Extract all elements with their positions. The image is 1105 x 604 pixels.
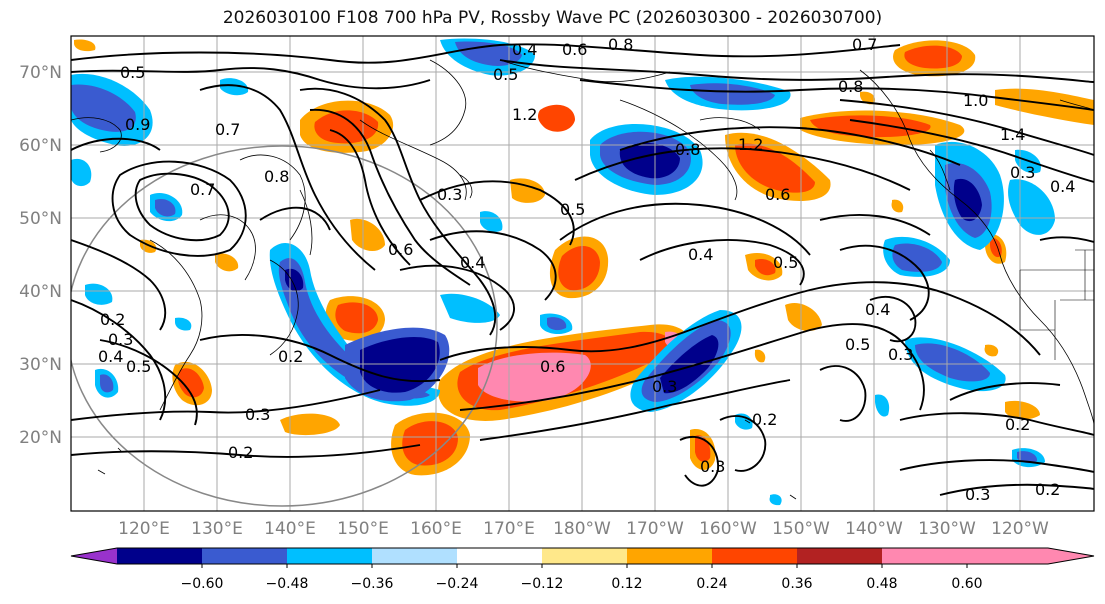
contour-label: 0.4 [512, 40, 537, 59]
colorbar-segment [202, 548, 287, 564]
colorbar-segment [457, 548, 542, 564]
lon-label: 120°E [118, 519, 170, 539]
contour-label: 1.2 [738, 135, 763, 154]
contour-label: 0.2 [752, 410, 777, 429]
lon-label: 140°W [845, 519, 903, 539]
contour-label: 0.7 [190, 180, 215, 199]
lon-label: 160°W [699, 519, 757, 539]
lon-label: 170°W [626, 519, 684, 539]
colorbar-outline [70, 547, 1095, 565]
map-frame [70, 35, 1095, 512]
colorbar-tick-label: 0.60 [951, 576, 982, 592]
colorbar-tick-label: 0.36 [781, 576, 812, 592]
contour-label: 0.6 [540, 357, 565, 376]
contour-label: 0.2 [100, 310, 125, 329]
contour-label: 0.4 [1050, 177, 1075, 196]
colorbar-tick-label: −0.48 [266, 576, 309, 592]
colorbar-segment [71, 548, 117, 564]
contour-label: 0.6 [562, 40, 587, 59]
lat-label: 70°N [19, 63, 62, 83]
contour-label: 0.2 [1035, 480, 1060, 499]
lon-label: 180°W [553, 519, 611, 539]
contour-label: 0.2 [278, 347, 303, 366]
colorbar-tick-label: −0.60 [181, 576, 224, 592]
contour-labels: 0.7 0.8 1.0 0.4 0.5 0.6 0.8 0.7 0.8 0.7 … [98, 35, 1075, 504]
lon-label: 160°E [410, 519, 462, 539]
colorbar-segment [287, 548, 372, 564]
map-title: 2026030100 F108 700 hPa PV, Rossby Wave … [222, 8, 883, 28]
contour-label: 0.9 [125, 115, 150, 134]
contour-label: 0.7 [215, 120, 240, 139]
colorbar-segment [882, 548, 1094, 564]
contour-label: 1.0 [963, 91, 988, 110]
contour-label: 0.8 [264, 167, 289, 186]
colorbar-segment [797, 548, 882, 564]
colorbar-ticks [201, 564, 968, 568]
contour-label: 0.5 [493, 65, 518, 84]
lon-label: 130°E [191, 519, 243, 539]
lon-label: 120°W [991, 519, 1049, 539]
contour-label: 0.5 [126, 357, 151, 376]
state-borders [1019, 249, 1094, 360]
map-area: 0.7 0.8 1.0 0.4 0.5 0.6 0.8 0.7 0.8 0.7 … [71, 35, 1094, 511]
lat-label: 20°N [19, 428, 62, 448]
lat-label: 50°N [19, 209, 62, 229]
latitude-labels: 70°N 60°N 50°N 40°N 30°N 20°N [19, 63, 62, 448]
contour-label: 1.4 [1000, 125, 1025, 144]
contour-label: 0.6 [388, 240, 413, 259]
longitude-labels: 120°E 130°E 140°E 150°E 160°E 170°E 180°… [118, 519, 1049, 539]
lat-label: 60°N [19, 136, 62, 156]
contour-label: 0.3 [888, 345, 913, 364]
colorbar-tick-label: 0.12 [611, 576, 642, 592]
contour-label: 0.5 [773, 253, 798, 272]
lon-label: 170°E [483, 519, 535, 539]
contour-label: 0.3 [437, 185, 462, 204]
contour-label: 1.2 [512, 105, 537, 124]
colorbar-tick-label: −0.24 [436, 576, 479, 592]
lon-label: 150°E [337, 519, 389, 539]
contour-label: 0.2 [1005, 415, 1030, 434]
contour-label: 0.8 [838, 77, 863, 96]
contour-label: 0.3 [1010, 163, 1035, 182]
contour-label: 0.2 [228, 443, 253, 462]
colorbar-segment [627, 548, 712, 564]
contour-label: 0.3 [245, 405, 270, 424]
contour-label: 0.4 [688, 245, 713, 264]
colorbar-segment [117, 548, 202, 564]
range-circle [71, 145, 498, 507]
contour-label: 0.3 [652, 377, 677, 396]
colorbar-tick-label: −0.12 [521, 576, 564, 592]
colorbar-segment [542, 548, 627, 564]
contour-label: 0.6 [765, 185, 790, 204]
colorbar-tick-label: 0.24 [696, 576, 727, 592]
contour-label: 0.5 [845, 335, 870, 354]
lon-label: 150°W [772, 519, 830, 539]
contour-label: 0.8 [675, 140, 700, 159]
contour-label: 0.3 [108, 330, 133, 349]
contour-label: 0.4 [98, 347, 123, 366]
colorbar-segment [372, 548, 457, 564]
pv-contours [71, 43, 1094, 496]
contour-label: 0.5 [120, 63, 145, 82]
colorbar-tick-label: 0.48 [866, 576, 897, 592]
contour-label: 0.3 [965, 485, 990, 504]
contour-label: 0.5 [560, 200, 585, 219]
contour-label: 0.3 [700, 457, 725, 476]
lon-label: 130°W [918, 519, 976, 539]
contour-label: 0.7 [852, 35, 877, 54]
lat-label: 30°N [19, 355, 62, 375]
colorbar-tick-label: −0.36 [351, 576, 394, 592]
contour-label: 0.4 [460, 253, 485, 272]
contour-label: 0.4 [865, 300, 890, 319]
coastlines [71, 59, 1094, 500]
lat-label: 40°N [19, 282, 62, 302]
contour-label: 0.8 [608, 35, 633, 54]
lat-lon-grid [71, 36, 1094, 511]
lon-label: 140°E [264, 519, 316, 539]
colorbar: −0.60 −0.48 −0.36 −0.24 −0.12 0.12 0.24 … [70, 547, 1095, 592]
colorbar-segment [712, 548, 797, 564]
